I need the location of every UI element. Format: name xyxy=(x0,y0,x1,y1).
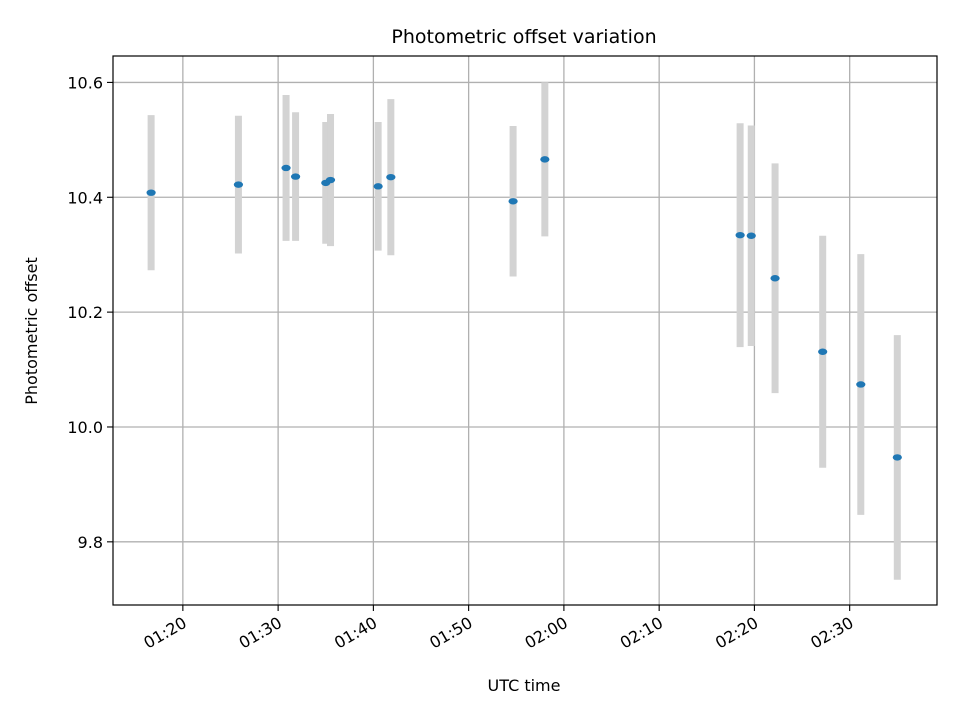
data-point xyxy=(818,348,828,355)
data-point xyxy=(325,176,336,184)
plot-frame xyxy=(112,55,938,606)
data-point xyxy=(281,164,291,172)
x-axis-label: UTC time xyxy=(488,676,561,695)
data-point xyxy=(508,198,518,205)
data-point xyxy=(233,181,244,188)
chart-title: Photometric offset variation xyxy=(391,26,656,48)
data-point xyxy=(856,381,866,388)
y-tick-label: 10.4 xyxy=(67,188,103,207)
y-tick-label: 10.2 xyxy=(67,303,103,322)
data-point xyxy=(892,454,902,461)
y-tick-label: 10.6 xyxy=(67,73,103,92)
y-tick-label: 9.8 xyxy=(78,533,103,552)
data-point xyxy=(386,173,396,181)
data-point xyxy=(373,183,383,190)
data-point xyxy=(735,231,745,239)
grid-lines xyxy=(113,56,937,605)
data-point xyxy=(290,173,301,180)
y-tick-label: 10.0 xyxy=(67,418,103,437)
data-point xyxy=(540,156,550,163)
data-point xyxy=(746,232,756,239)
y-axis-ticks: 9.8 10.0 10.2 10.4 10.6 xyxy=(67,73,113,552)
data-point xyxy=(770,275,780,282)
data-points xyxy=(146,156,902,461)
data-point xyxy=(146,189,156,196)
y-axis-label: Photometric offset xyxy=(22,257,41,405)
